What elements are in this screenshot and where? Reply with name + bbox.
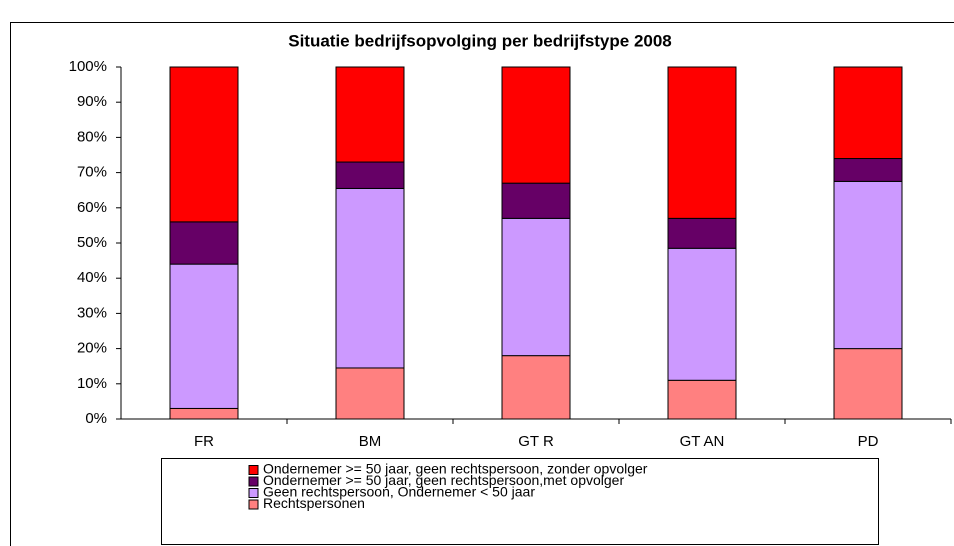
legend-box bbox=[161, 458, 879, 545]
y-tick-label: 80% bbox=[77, 128, 107, 145]
bar-segment bbox=[169, 407, 239, 420]
legend-swatch bbox=[248, 465, 259, 475]
y-tick-label: 100% bbox=[69, 58, 107, 75]
bar-segment bbox=[335, 187, 405, 369]
chart-title: Situatie bedrijfsopvolging per bedrijfst… bbox=[288, 31, 672, 50]
x-tick-label: GT AN bbox=[680, 433, 725, 450]
bar-segment bbox=[667, 66, 737, 219]
bar-segment bbox=[833, 348, 903, 420]
bar-segment bbox=[501, 182, 571, 219]
bar-segment bbox=[833, 158, 903, 182]
y-tick-label: 0% bbox=[85, 410, 107, 427]
legend-label: Ondernemer >= 50 jaar, geen rechtspersoo… bbox=[263, 472, 624, 488]
bar-segment bbox=[501, 217, 571, 357]
y-tick-label: 50% bbox=[77, 234, 107, 251]
y-tick-label: 90% bbox=[77, 93, 107, 110]
y-tick-label: 70% bbox=[77, 164, 107, 181]
bar-segment bbox=[833, 66, 903, 160]
y-tick-label: 30% bbox=[77, 304, 107, 321]
bar-segment bbox=[169, 263, 239, 409]
bar-segment bbox=[335, 66, 405, 163]
bar-segment bbox=[169, 66, 239, 223]
legend-swatch bbox=[248, 488, 259, 498]
y-tick-label: 10% bbox=[77, 375, 107, 392]
legend-swatch bbox=[248, 476, 259, 487]
legend-swatch bbox=[248, 499, 259, 510]
x-tick-label: GT R bbox=[518, 433, 554, 450]
bar-segment bbox=[667, 217, 737, 249]
x-tick-label: PD bbox=[858, 433, 879, 450]
bar-segment bbox=[335, 161, 405, 189]
y-tick-label: 60% bbox=[77, 199, 107, 216]
bar-segment bbox=[501, 355, 571, 420]
legend-label: Geen rechtspersoon, Ondernemer < 50 jaar bbox=[263, 484, 535, 500]
bar-segment bbox=[335, 367, 405, 420]
x-tick-label: BM bbox=[359, 433, 382, 450]
bar-segment bbox=[833, 180, 903, 350]
y-tick-label: 20% bbox=[77, 340, 107, 357]
x-tick-label: FR bbox=[194, 433, 214, 450]
legend-label: Ondernemer >= 50 jaar, geen rechtspersoo… bbox=[263, 461, 648, 477]
legend-label: Rechtspersonen bbox=[263, 495, 365, 511]
bar-segment bbox=[169, 221, 239, 265]
bar-segment bbox=[667, 247, 737, 381]
bar-segment bbox=[501, 66, 571, 184]
y-tick-label: 40% bbox=[77, 269, 107, 286]
bar-segment bbox=[667, 379, 737, 420]
